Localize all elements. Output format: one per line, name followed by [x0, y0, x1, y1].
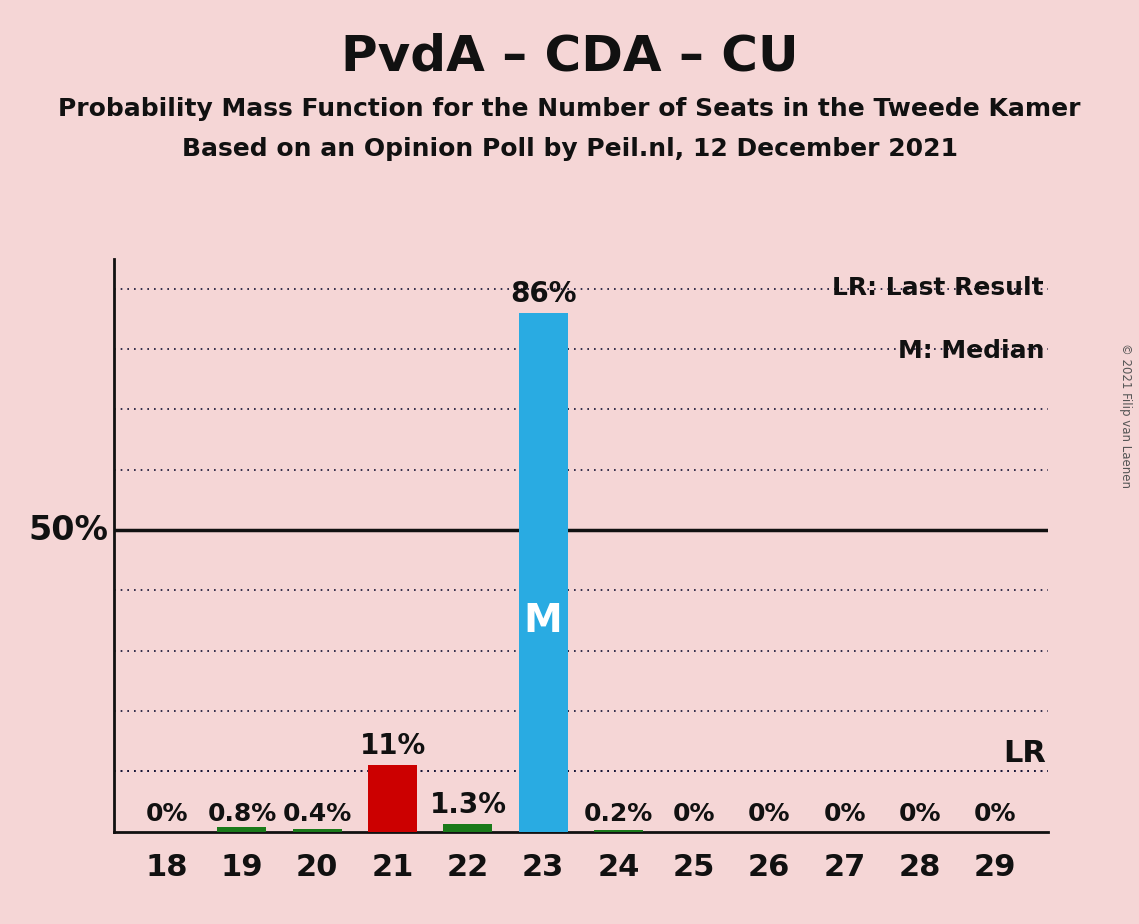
Text: 0%: 0%	[823, 801, 866, 825]
Text: M: Median: M: Median	[898, 339, 1044, 363]
Text: PvdA – CDA – CU: PvdA – CDA – CU	[341, 32, 798, 80]
Bar	[595, 831, 644, 832]
Bar	[218, 827, 267, 832]
Text: LR: Last Result: LR: Last Result	[833, 276, 1044, 300]
Text: 0.8%: 0.8%	[207, 801, 277, 825]
Text: M: M	[524, 602, 563, 639]
Text: 0.4%: 0.4%	[282, 801, 352, 825]
Bar	[518, 313, 567, 832]
Bar	[368, 765, 417, 832]
Text: 86%: 86%	[510, 280, 576, 309]
Text: 0%: 0%	[748, 801, 790, 825]
Text: 1.3%: 1.3%	[429, 791, 507, 819]
Text: 0%: 0%	[146, 801, 188, 825]
Text: Probability Mass Function for the Number of Seats in the Tweede Kamer: Probability Mass Function for the Number…	[58, 97, 1081, 121]
Bar	[293, 829, 342, 832]
Text: 0%: 0%	[673, 801, 715, 825]
Text: 0%: 0%	[899, 801, 941, 825]
Text: 11%: 11%	[360, 733, 426, 760]
Text: 0%: 0%	[974, 801, 1016, 825]
Bar	[443, 824, 492, 832]
Text: 50%: 50%	[28, 514, 108, 547]
Text: © 2021 Filip van Laenen: © 2021 Filip van Laenen	[1118, 344, 1132, 488]
Text: 0.2%: 0.2%	[584, 801, 653, 825]
Text: LR: LR	[1003, 739, 1047, 768]
Text: Based on an Opinion Poll by Peil.nl, 12 December 2021: Based on an Opinion Poll by Peil.nl, 12 …	[181, 137, 958, 161]
